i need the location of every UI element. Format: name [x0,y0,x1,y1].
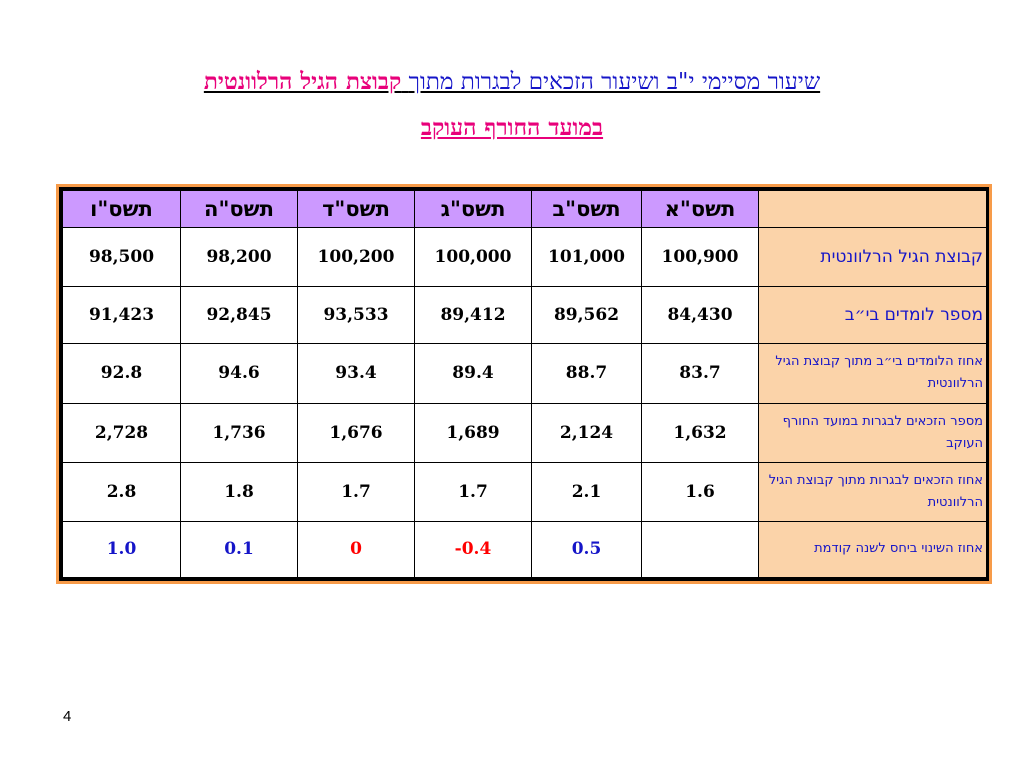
table-row: 1.0 0.1 0 -0.4 0.5 אחוז השינוי ביחס לשנה… [62,520,987,579]
table-cell: 94.6 [180,343,298,404]
table-cell: 84,430 [641,286,759,345]
table-cell: 1,632 [641,402,759,463]
table-cell: 1.6 [641,461,759,522]
slide-title-line2: במועד החורף העוקב [420,114,604,141]
table-cell: 2,124 [531,402,642,463]
table-row: 2.8 1.8 1.7 1.7 2.1 1.6 אחוז הזכאים לבגר… [62,461,987,522]
table-cell: 93.4 [297,343,415,404]
header-row: תשס"ו תשס"ה תשס"ד תשס"ג תשס"ב תשס"א [62,189,987,229]
table-cell: 83.7 [641,343,759,404]
column-header: תשס"ד [297,189,415,229]
table-cell: 88.7 [531,343,642,404]
table-cell: 89,562 [531,286,642,345]
table-container: תשס"ו תשס"ה תשס"ד תשס"ג תשס"ב תשס"א 98,5… [59,187,989,581]
row-label: מספר לומדים בי״ב [758,286,987,345]
column-header: תשס"ה [180,189,298,229]
change-cell: 1.0 [62,520,181,579]
slide-title-line1: שיעור מסיימי י"ב ושיעור הזכאים לבגרות מת… [40,68,984,96]
column-header: תשס"ג [414,189,532,229]
table-row: 91,423 92,845 93,533 89,412 89,562 84,43… [62,286,987,345]
table-cell: 1,736 [180,402,298,463]
column-header: תשס"א [641,189,759,229]
change-cell: 0.5 [531,520,642,579]
corner-cell [758,189,987,229]
change-cell: 0.1 [180,520,298,579]
table-cell: 100,000 [414,227,532,288]
row-label: מספר הזכאים לבגרות במועד החורף העוקב [758,402,987,463]
table-cell: 101,000 [531,227,642,288]
table-row: 2,728 1,736 1,676 1,689 2,124 1,632 מספר… [62,402,987,463]
table-cell: 100,200 [297,227,415,288]
table-cell: 92.8 [62,343,181,404]
title-text-blue: שיעור מסיימי י"ב ושיעור הזכאים לבגרות מת… [408,69,821,95]
row-label: אחוז השינוי ביחס לשנה קודמת [758,520,987,579]
change-cell: -0.4 [414,520,532,579]
table-cell: 2.8 [62,461,181,522]
table-cell: 1.7 [297,461,415,522]
column-header: תשס"ו [62,189,181,229]
table-row: 98,500 98,200 100,200 100,000 101,000 10… [62,227,987,288]
table-cell: 2,728 [62,402,181,463]
table-cell: 98,200 [180,227,298,288]
table-cell: 98,500 [62,227,181,288]
title-text-highlight: קבוצת הגיל הרלוונטית [203,68,402,95]
table-cell: 2.1 [531,461,642,522]
change-cell [641,520,759,579]
row-label: אחוז הזכאים לבגרות מתוך קבוצת הגיל הרלוו… [758,461,987,522]
table-cell: 100,900 [641,227,759,288]
table-cell: 93,533 [297,286,415,345]
table-cell: 1.8 [180,461,298,522]
table-cell: 89,412 [414,286,532,345]
page-number: 4 [63,708,72,725]
change-cell: 0 [297,520,415,579]
row-label: קבוצת הגיל הרלוונטית [758,227,987,288]
data-table: תשס"ו תשס"ה תשס"ד תשס"ג תשס"ב תשס"א 98,5… [62,189,987,579]
table-cell: 89.4 [414,343,532,404]
table-cell: 91,423 [62,286,181,345]
row-label: אחוז הלומדים בי״ב מתוך קבוצת הגיל הרלוונ… [758,343,987,404]
table-frame: תשס"ו תשס"ה תשס"ד תשס"ג תשס"ב תשס"א 98,5… [56,184,992,584]
column-header: תשס"ב [531,189,642,229]
table-cell: 1,689 [414,402,532,463]
table-cell: 1.7 [414,461,532,522]
table-row: 92.8 94.6 93.4 89.4 88.7 83.7 אחוז הלומד… [62,343,987,404]
table-cell: 1,676 [297,402,415,463]
table-cell: 92,845 [180,286,298,345]
